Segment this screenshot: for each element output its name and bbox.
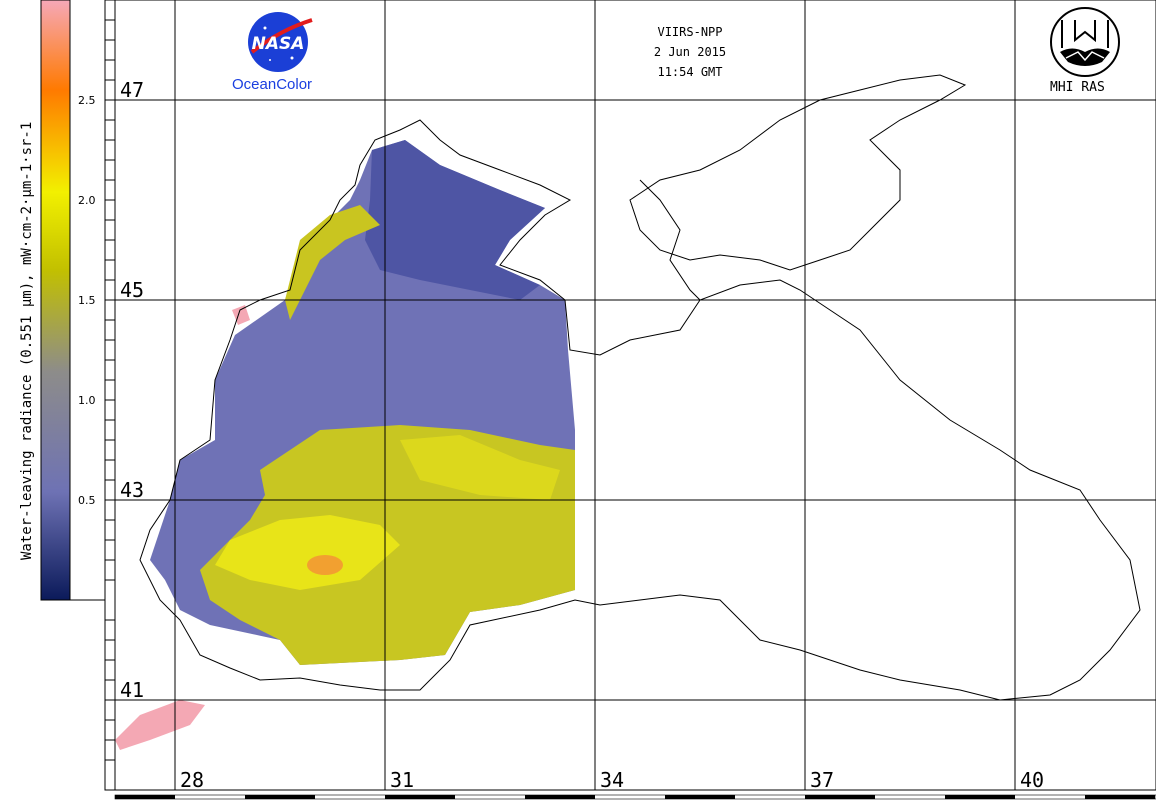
date-label: 2 Jun 2015	[653, 45, 727, 59]
mhi-logo	[1050, 7, 1120, 77]
nasa-logo: NASA	[248, 12, 313, 72]
colorbar-title: Water-leaving radiance (0.551 μm), mW·cm…	[19, 121, 35, 560]
graticule	[105, 0, 1156, 790]
satellite-field-dark	[365, 140, 545, 300]
lon-label: 34	[600, 768, 625, 792]
satellite-field-bright	[215, 515, 400, 590]
time-label: 11:54 GMT	[657, 65, 723, 79]
coastal-strip-yellow	[285, 205, 380, 320]
oceancolor-caption: OceanColor	[232, 76, 313, 93]
pink-patch-bosphorus	[115, 700, 205, 750]
lat-label: 43	[120, 478, 145, 502]
colorbar-tick: 1.0	[78, 394, 96, 407]
satellite-field-bright-2	[400, 435, 560, 500]
orange-patch	[307, 555, 343, 575]
nasa-logo-text: NASA	[252, 34, 305, 54]
lon-ruler	[114, 794, 1156, 800]
colorbar-gradient	[41, 0, 70, 600]
pink-patch-danube	[232, 305, 250, 325]
lon-label: 37	[810, 768, 835, 792]
lon-label: 31	[390, 768, 415, 792]
mhi-caption: MHI RAS	[1050, 80, 1105, 95]
lat-label: 45	[120, 278, 145, 302]
lon-label: 40	[1020, 768, 1045, 792]
sensor-label: VIIRS-NPP	[657, 25, 723, 39]
colorbar-tick: 0.5	[78, 494, 96, 507]
colorbar-tick: 2.5	[78, 94, 96, 107]
lat-ruler	[105, 19, 115, 761]
lat-label: 47	[120, 78, 145, 102]
crimea-coastline	[639, 179, 701, 301]
map-frame	[104, 0, 1156, 791]
colorbar-tick: 1.5	[78, 294, 96, 307]
lat-label: 41	[120, 678, 145, 702]
colorbar-tick: 2.0	[78, 194, 96, 207]
azov-coastline	[629, 74, 967, 271]
lon-label: 28	[180, 768, 205, 792]
